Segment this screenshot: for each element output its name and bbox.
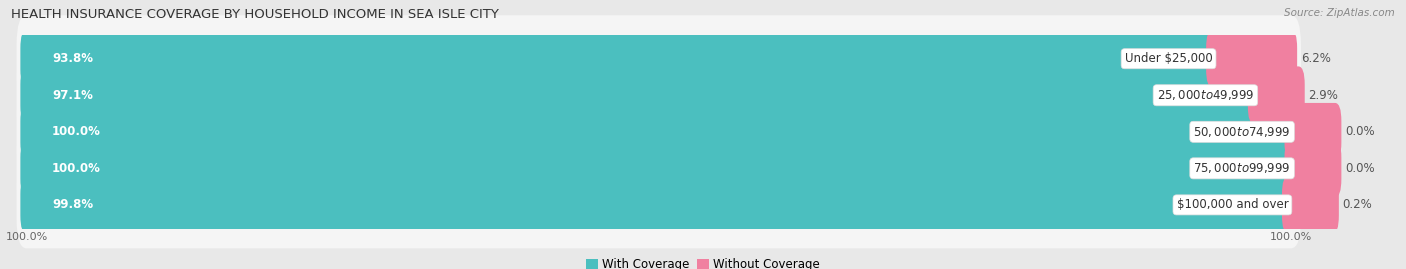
Text: 100.0%: 100.0% (6, 232, 48, 242)
Text: 99.8%: 99.8% (52, 199, 93, 211)
Text: 6.2%: 6.2% (1301, 52, 1331, 65)
FancyBboxPatch shape (1249, 66, 1305, 124)
FancyBboxPatch shape (1285, 103, 1341, 161)
FancyBboxPatch shape (1282, 176, 1339, 234)
Text: 0.0%: 0.0% (1346, 125, 1375, 138)
Text: 100.0%: 100.0% (52, 162, 101, 175)
Text: $75,000 to $99,999: $75,000 to $99,999 (1194, 161, 1291, 175)
Text: 2.9%: 2.9% (1309, 89, 1339, 102)
Text: 0.2%: 0.2% (1343, 199, 1372, 211)
FancyBboxPatch shape (1285, 140, 1341, 197)
Text: 97.1%: 97.1% (52, 89, 93, 102)
FancyBboxPatch shape (17, 88, 1301, 175)
Legend: With Coverage, Without Coverage: With Coverage, Without Coverage (586, 258, 820, 269)
FancyBboxPatch shape (1206, 30, 1298, 88)
Text: 0.0%: 0.0% (1346, 162, 1375, 175)
FancyBboxPatch shape (20, 176, 1295, 234)
Text: 100.0%: 100.0% (52, 125, 101, 138)
Text: $100,000 and over: $100,000 and over (1177, 199, 1288, 211)
Text: $25,000 to $49,999: $25,000 to $49,999 (1157, 88, 1254, 102)
FancyBboxPatch shape (17, 125, 1301, 212)
Text: Under $25,000: Under $25,000 (1125, 52, 1212, 65)
FancyBboxPatch shape (20, 103, 1298, 161)
FancyBboxPatch shape (20, 140, 1298, 197)
Text: 100.0%: 100.0% (1270, 232, 1312, 242)
FancyBboxPatch shape (17, 161, 1301, 248)
FancyBboxPatch shape (20, 30, 1219, 88)
FancyBboxPatch shape (17, 15, 1301, 102)
FancyBboxPatch shape (20, 66, 1260, 124)
Text: $50,000 to $74,999: $50,000 to $74,999 (1194, 125, 1291, 139)
FancyBboxPatch shape (17, 52, 1301, 139)
Text: Source: ZipAtlas.com: Source: ZipAtlas.com (1284, 8, 1395, 18)
Text: 93.8%: 93.8% (52, 52, 93, 65)
Text: HEALTH INSURANCE COVERAGE BY HOUSEHOLD INCOME IN SEA ISLE CITY: HEALTH INSURANCE COVERAGE BY HOUSEHOLD I… (11, 8, 499, 21)
